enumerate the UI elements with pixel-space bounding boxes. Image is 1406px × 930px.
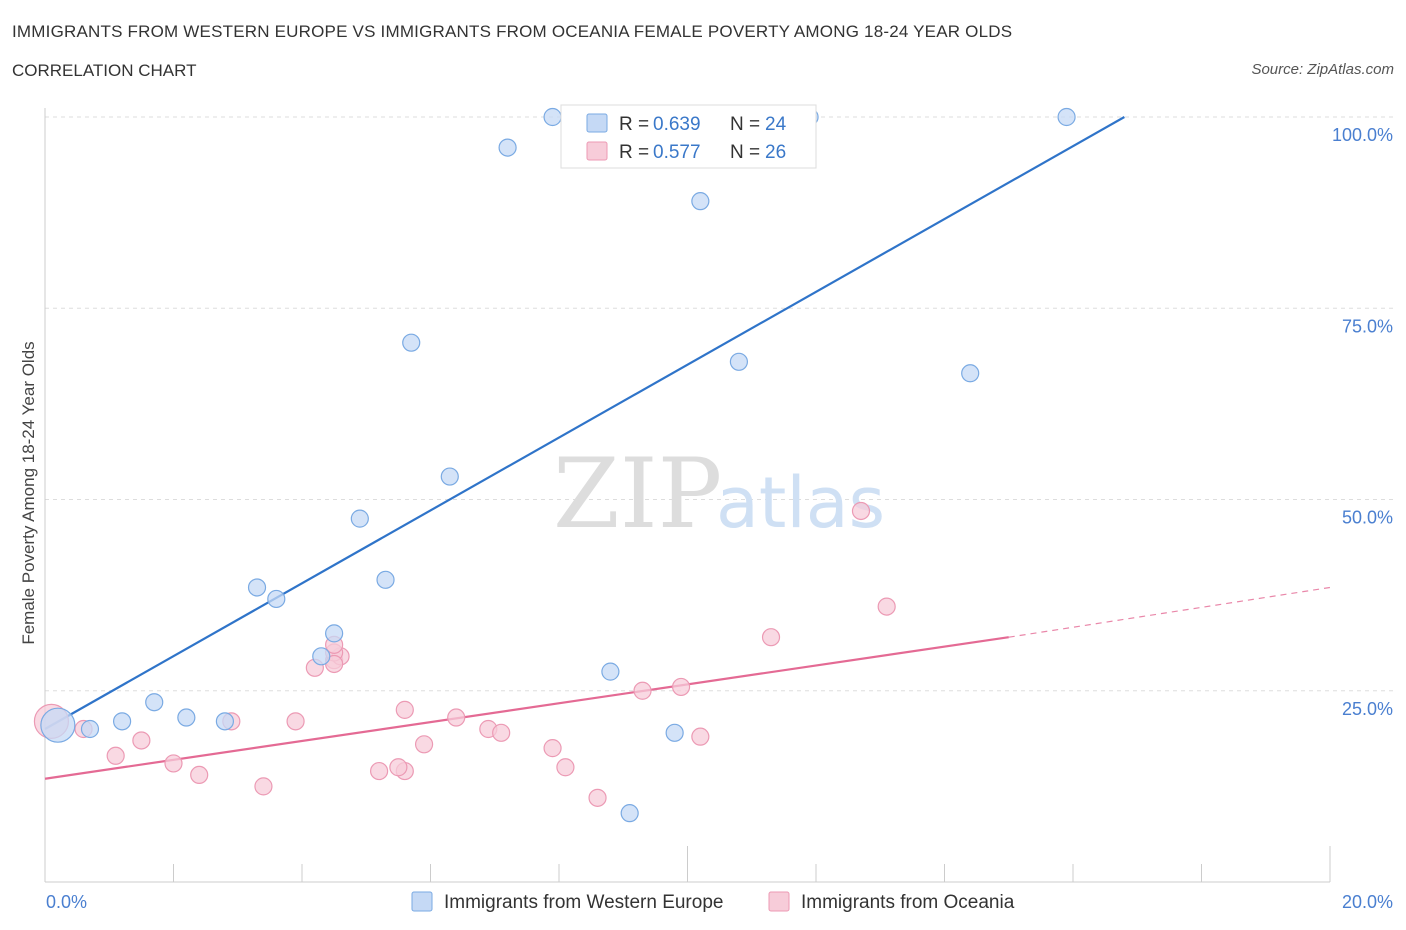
legend-r-value-2: 0.577 xyxy=(653,142,701,163)
legend-n-value-1: 24 xyxy=(765,114,787,135)
axes xyxy=(44,108,1331,883)
point-oceania-5[interactable] xyxy=(190,765,209,785)
point-western-europe-5[interactable] xyxy=(215,712,234,731)
point-oceania-23[interactable] xyxy=(543,739,562,758)
point-western-europe-10[interactable] xyxy=(350,509,369,528)
series-legend-label-oceania[interactable]: Immigrants from Oceania xyxy=(801,892,1015,913)
legend-n-label-1: N = xyxy=(730,114,760,135)
point-western-europe-23[interactable] xyxy=(961,364,980,383)
point-western-europe-18[interactable] xyxy=(620,804,639,823)
point-oceania-2[interactable] xyxy=(106,746,125,765)
legend-n-value-2: 26 xyxy=(765,142,786,163)
series-legend-label-western-europe[interactable]: Immigrants from Western Europe xyxy=(444,892,723,913)
point-western-europe-11[interactable] xyxy=(376,570,395,589)
legend-swatch-oceania xyxy=(586,141,608,161)
point-western-europe-7[interactable] xyxy=(267,589,286,609)
point-western-europe-2[interactable] xyxy=(112,712,132,731)
y-tick-label-50: 50.0% xyxy=(1342,508,1393,528)
point-oceania-3[interactable] xyxy=(132,731,151,750)
point-western-europe-1[interactable] xyxy=(80,719,100,739)
point-western-europe-17[interactable] xyxy=(601,662,620,681)
point-oceania-25[interactable] xyxy=(588,788,607,807)
chart-title: IMMIGRANTS FROM WESTERN EUROPE VS IMMIGR… xyxy=(12,22,1013,41)
point-oceania-18[interactable] xyxy=(389,758,408,777)
point-western-europe-20[interactable] xyxy=(691,192,710,211)
x-tick-label-1: 20.0% xyxy=(1342,892,1393,912)
point-oceania-16[interactable] xyxy=(395,700,414,719)
point-oceania-29[interactable] xyxy=(761,628,781,647)
point-western-europe-0[interactable] xyxy=(40,707,76,743)
series-legend: Immigrants from Western Europe Immigrant… xyxy=(411,891,1015,913)
x-tick-labels: 0.0% 20.0% xyxy=(46,892,1393,912)
y-tick-label-25: 25.0% xyxy=(1342,699,1393,719)
grid-lines xyxy=(45,116,1395,692)
watermark-zip: ZIP xyxy=(553,438,722,550)
chart-subtitle: CORRELATION CHART xyxy=(12,61,197,80)
point-oceania-19[interactable] xyxy=(414,735,434,754)
point-oceania-22[interactable] xyxy=(492,723,511,742)
point-western-europe-13[interactable] xyxy=(440,467,459,486)
point-oceania-20[interactable] xyxy=(447,708,466,727)
point-oceania-26[interactable] xyxy=(633,681,652,700)
point-western-europe-19[interactable] xyxy=(665,723,684,742)
legend-swatch-western-europe xyxy=(586,113,608,133)
stats-legend: R = 0.639 N = 24 R = 0.577 N = 26 xyxy=(560,104,817,169)
point-western-europe-21[interactable] xyxy=(729,352,749,371)
y-tick-label-100: 100.0% xyxy=(1332,125,1393,145)
point-western-europe-14[interactable] xyxy=(498,138,517,157)
x-tick-label-0: 0.0% xyxy=(46,892,87,912)
y-axis-label: Female Poverty Among 18-24 Year Olds xyxy=(19,341,38,644)
point-oceania-28[interactable] xyxy=(691,727,710,746)
trend-lines xyxy=(44,116,1331,780)
series-legend-swatch-oceania[interactable] xyxy=(768,891,790,912)
data-points xyxy=(33,107,1076,823)
point-oceania-30[interactable] xyxy=(851,501,871,521)
trend-line-western-europe xyxy=(44,116,1125,730)
point-western-europe-15[interactable] xyxy=(543,107,562,127)
point-western-europe-8[interactable] xyxy=(312,647,331,666)
point-oceania-4[interactable] xyxy=(164,754,183,773)
point-western-europe-24[interactable] xyxy=(1057,107,1076,127)
point-western-europe-12[interactable] xyxy=(402,333,421,352)
point-oceania-31[interactable] xyxy=(877,597,896,616)
point-western-europe-6[interactable] xyxy=(247,578,267,597)
legend-r-label-2: R = xyxy=(619,142,649,163)
source-label: Source: ZipAtlas.com xyxy=(1251,61,1394,78)
legend-r-label-1: R = xyxy=(619,114,649,135)
series-legend-swatch-western-europe[interactable] xyxy=(411,891,433,912)
legend-n-label-2: N = xyxy=(730,142,760,163)
point-oceania-8[interactable] xyxy=(286,712,305,731)
point-oceania-17[interactable] xyxy=(370,761,389,781)
point-oceania-24[interactable] xyxy=(556,758,575,777)
point-oceania-7[interactable] xyxy=(254,777,273,796)
trend-line-oceania xyxy=(44,636,1009,780)
y-tick-label-75: 75.0% xyxy=(1342,316,1393,336)
point-oceania-27[interactable] xyxy=(671,677,691,697)
y-tick-labels: 25.0% 50.0% 75.0% 100.0% xyxy=(1332,125,1393,719)
legend-r-value-1: 0.639 xyxy=(653,114,701,135)
point-western-europe-4[interactable] xyxy=(177,708,196,727)
trend-line-oceania-extension xyxy=(1008,586,1331,638)
point-western-europe-3[interactable] xyxy=(145,693,164,712)
point-western-europe-9[interactable] xyxy=(325,624,344,643)
